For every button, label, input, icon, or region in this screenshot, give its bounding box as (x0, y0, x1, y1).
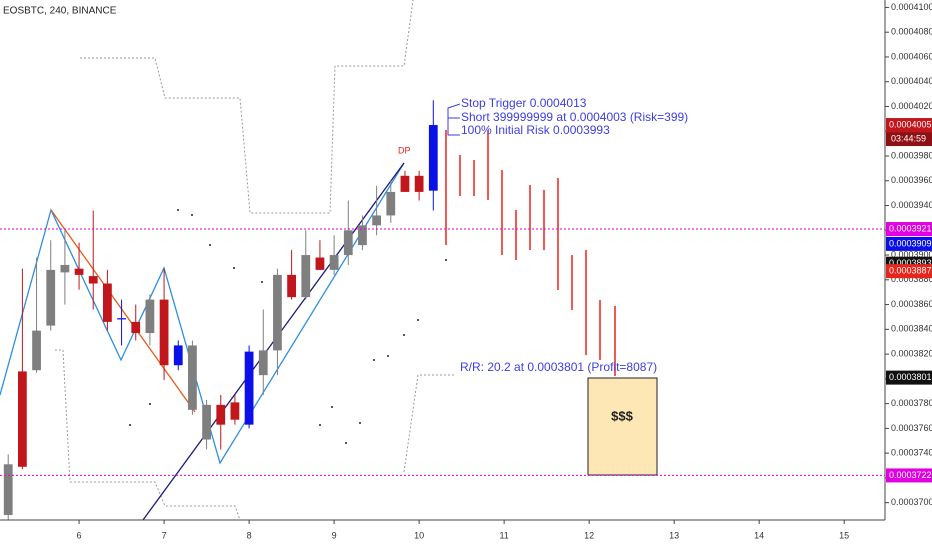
candle-body (202, 404, 211, 440)
x-tick-label: 6 (77, 530, 82, 540)
candle-body (343, 230, 353, 256)
x-tick-label: 15 (839, 530, 849, 540)
y-tick-label: 0.0003980 (891, 150, 932, 160)
plot (3, 100, 438, 520)
y-tick-label: 0.0003860 (891, 299, 932, 309)
x-tick-label: 7 (162, 530, 167, 540)
price-label: 0.0003893 (889, 258, 932, 268)
candle-body (117, 318, 126, 320)
annotation: R/R: 20.2 at 0.0003801 (Profit=8087) (460, 360, 657, 374)
candle-body (32, 330, 41, 371)
candle-body (60, 264, 70, 273)
candle-body (46, 269, 56, 326)
channel-lower (55, 349, 241, 521)
price-label: 0.0003801 (889, 372, 932, 382)
candle-body (173, 345, 183, 366)
candle-body (428, 125, 438, 191)
x-tick-label: 13 (669, 530, 679, 540)
candle-body (188, 345, 197, 410)
price-label: 0.0003887 (889, 266, 932, 276)
price-label-bg (886, 118, 932, 133)
channel-upper (80, 0, 414, 214)
y-tick-label: 0.0003820 (891, 348, 932, 358)
chart-title: EOSBTC, 240, BINANCE (3, 6, 117, 17)
price-label-bg (886, 468, 932, 483)
countdown: 03:44:59 (891, 133, 926, 143)
y-tick-label: 0.0003760 (891, 423, 932, 433)
zigzag (0, 162, 405, 465)
y-tick-label: 0.0004080 (891, 27, 932, 37)
price-label: 0.0003909 (889, 238, 932, 248)
candle-body (103, 283, 112, 322)
fib-line (50, 209, 196, 413)
candle-body (329, 255, 339, 270)
target-box (587, 377, 658, 476)
candle-body (145, 299, 155, 334)
y-tick-label: 0.0003780 (891, 398, 932, 408)
candle-body (315, 257, 325, 270)
price-label: 0.0004005 (889, 119, 932, 129)
x-tick-label: 9 (332, 530, 337, 540)
price-label-bg (886, 370, 932, 385)
candle-body (372, 215, 382, 226)
annotation: $$$ (611, 408, 633, 423)
order-bracket (447, 103, 461, 136)
y-tick-label: 0.0003840 (891, 324, 932, 334)
y-tick-label: 0.0003880 (891, 274, 932, 284)
price-label: 0.0003921 (889, 223, 932, 233)
annotation: 100% Initial Risk 0.0003993 (461, 123, 610, 137)
candles (3, 100, 438, 520)
candle-body (301, 255, 311, 298)
annotation: Stop Trigger 0.0004013 (461, 96, 587, 110)
y-tick-label: 0.0004060 (891, 51, 932, 61)
x-tick-label: 11 (499, 530, 508, 540)
y-tick-label: 0.0004040 (891, 76, 932, 86)
channel-right (403, 374, 455, 473)
annotation: Short 399999999 at 0.0004003 (Risk=399) (461, 110, 688, 124)
dots (129, 209, 447, 444)
candle-body (131, 321, 141, 334)
candle-body (88, 276, 98, 284)
price-label-bg (886, 222, 932, 237)
candle-body (258, 350, 268, 376)
y-tick-label: 0.0003700 (891, 497, 932, 507)
candle-body (287, 274, 296, 298)
candle-body (244, 351, 254, 425)
candle-body (400, 175, 410, 192)
price-label-bg (886, 264, 932, 279)
candle-body (273, 274, 282, 351)
y-tick-label: 0.0003740 (891, 448, 932, 458)
price-label: 0.0003722 (889, 470, 932, 480)
y-tick-label: 0.0004020 (891, 101, 932, 111)
forecast-lines (445, 130, 616, 376)
price-label-bg (886, 236, 932, 251)
x-tick-label: 8 (247, 530, 252, 540)
y-tick-label: 0.0004100 (891, 2, 932, 12)
annotation: DP (398, 145, 411, 155)
candle-body (358, 225, 367, 246)
y-tick-label: 0.0003940 (891, 200, 932, 210)
candle-body (159, 299, 169, 366)
x-tick-label: 10 (414, 530, 424, 540)
drawings (0, 0, 658, 521)
candle-body (386, 191, 396, 216)
candle-body (414, 175, 424, 192)
x-tick-label: 14 (754, 530, 764, 540)
y-tick-label: 0.0003960 (891, 175, 932, 185)
candle-body (230, 402, 240, 420)
candle-body (3, 464, 13, 516)
x-tick-label: 12 (584, 530, 594, 540)
countdown-bg (886, 132, 932, 147)
y-tick-label: 0.0003900 (891, 249, 932, 259)
candle-body (17, 371, 27, 467)
candle-body (216, 404, 226, 425)
candle-body (74, 268, 84, 275)
